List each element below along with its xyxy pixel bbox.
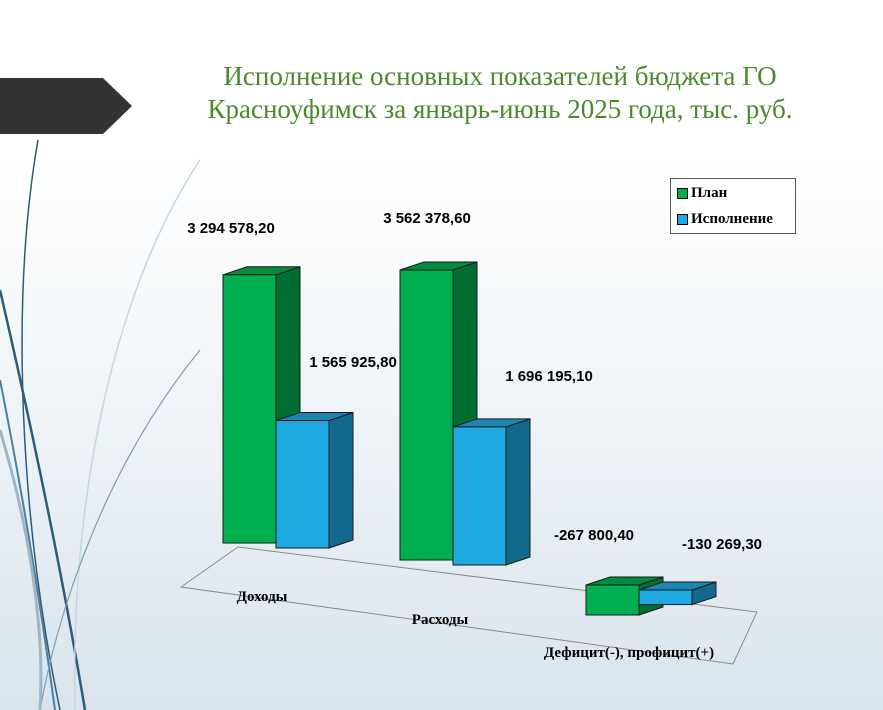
bar-side-face <box>505 418 531 566</box>
data-label-execution-0: 1 565 925,80 <box>309 354 397 371</box>
bar-side-face <box>328 411 354 549</box>
legend-swatch-execution <box>677 213 688 225</box>
chart-floor-plane <box>179 546 758 665</box>
bar-front-face <box>638 589 693 606</box>
bar-execution-2 <box>638 581 717 606</box>
legend-label-plan: План <box>691 184 728 201</box>
bar-front-face <box>452 426 507 566</box>
bar-execution-1 <box>452 418 531 566</box>
decorative-arrow-tab <box>0 78 132 134</box>
slide-title: Исполнение основных показателей бюджета … <box>207 61 793 124</box>
data-label-plan-0: 3 294 578,20 <box>187 220 275 237</box>
legend-item-plan: План <box>677 184 727 202</box>
data-label-execution-2: -130 269,30 <box>682 536 762 553</box>
data-label-plan-1: 3 562 378,60 <box>383 210 471 227</box>
category-label-1: Расходы <box>412 612 469 628</box>
bar-front-face <box>275 420 330 549</box>
category-label-0: Доходы <box>237 589 288 605</box>
bar-front-face <box>222 274 277 544</box>
bar-front-face <box>399 269 454 561</box>
bar-execution-0 <box>275 411 354 549</box>
data-label-execution-1: 1 696 195,10 <box>505 368 593 385</box>
legend-swatch-plan <box>677 187 688 199</box>
chart-legend: План Исполнение <box>670 178 796 234</box>
data-label-plan-2: -267 800,40 <box>554 527 634 544</box>
legend-item-execution: Исполнение <box>677 210 773 228</box>
legend-label-execution: Исполнение <box>691 210 773 227</box>
category-label-2: Дефицит(-), профицит(+) <box>544 645 714 661</box>
bar-front-face <box>585 584 640 616</box>
